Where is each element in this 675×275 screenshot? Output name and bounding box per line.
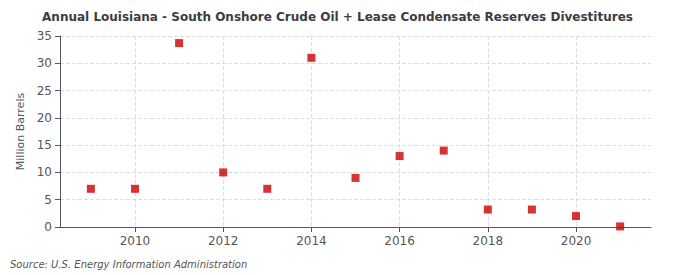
svg-text:Million Barrels: Million Barrels [14,93,27,171]
svg-text:Source: U.S. Energy Informatio: Source: U.S. Energy Information Administ… [10,259,247,270]
svg-text:5: 5 [44,193,52,207]
svg-text:0: 0 [44,220,52,234]
svg-text:Annual Louisiana - South Onsho: Annual Louisiana - South Onshore Crude O… [42,10,633,24]
svg-text:2010: 2010 [120,234,151,248]
svg-text:10: 10 [37,165,52,179]
svg-text:2018: 2018 [473,234,504,248]
svg-text:35: 35 [37,29,52,43]
svg-text:15: 15 [37,138,52,152]
svg-text:20: 20 [37,111,52,125]
svg-text:2012: 2012 [208,234,239,248]
svg-text:25: 25 [37,84,52,98]
svg-text:2020: 2020 [561,234,592,248]
svg-text:30: 30 [37,56,52,70]
svg-text:2016: 2016 [384,234,415,248]
svg-text:2014: 2014 [296,234,327,248]
